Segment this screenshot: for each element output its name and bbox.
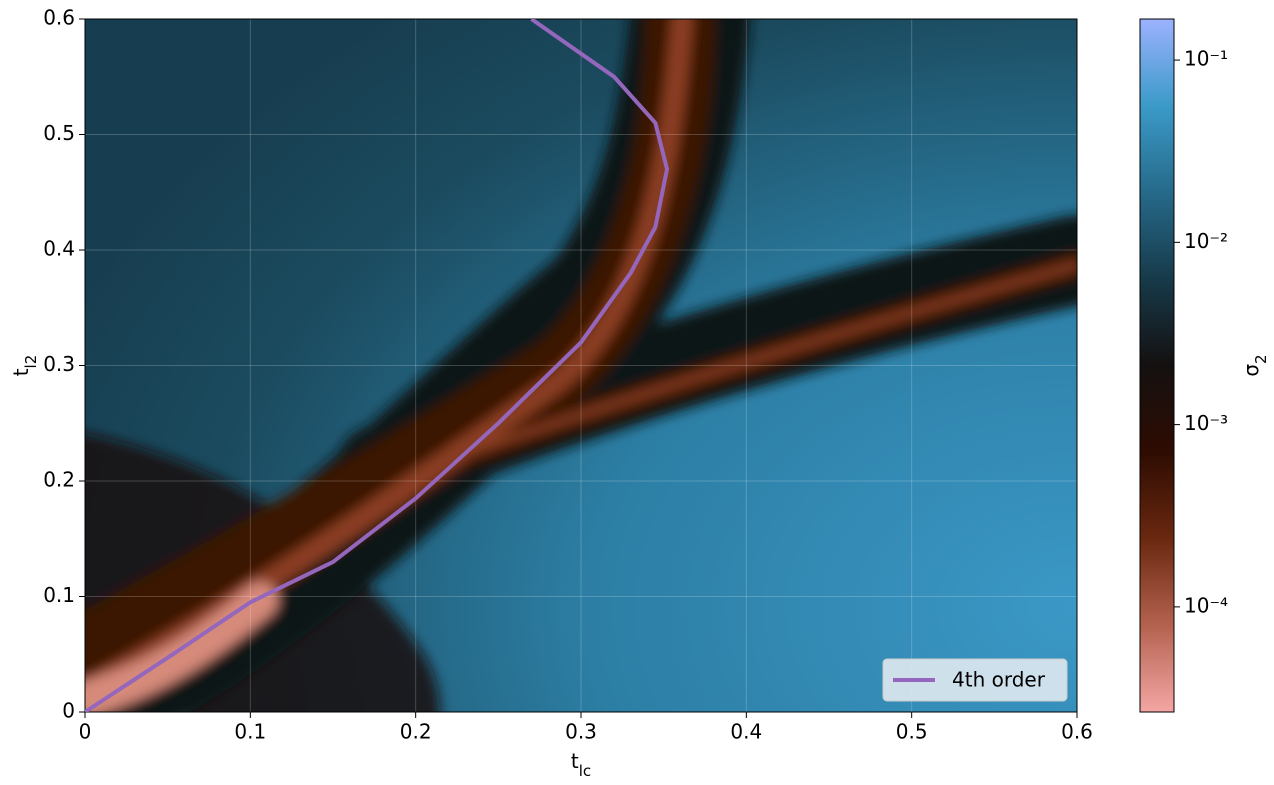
legend-label: 4th order (952, 668, 1046, 692)
y-tick-label: 0.2 (43, 468, 75, 492)
legend: 4th order (882, 658, 1068, 702)
legend-box (882, 658, 1068, 702)
x-tick-label: 0.3 (565, 720, 597, 744)
y-axis-label: tl2 (9, 355, 40, 377)
colorbar-tick-label: 10⁻⁴ (1184, 593, 1228, 617)
x-axis-label: tlc (571, 749, 591, 780)
x-tick-label: 0.5 (896, 720, 928, 744)
y-tick-label: 0 (62, 699, 75, 723)
y-tick-label: 0.5 (43, 121, 75, 145)
x-tick-label: 0 (79, 720, 92, 744)
ticks: 0 0.1 0.2 0.3 0.4 0.5 0.6 0 0.1 0.2 0.3 0.4 0.5 0.6 tl… (9, 6, 1270, 780)
y-tick-label: 0.3 (43, 352, 75, 376)
y-tick-label: 0.1 (43, 583, 75, 607)
colorbar-tick-label: 10⁻¹ (1184, 47, 1228, 71)
colorbar-tick-label: 10⁻² (1184, 229, 1228, 253)
y-tick-label: 0.4 (43, 237, 75, 261)
colorbar-tick-label: 10⁻³ (1184, 411, 1228, 435)
line (85, 19, 669, 712)
x-tick-label: 0.4 (730, 720, 762, 744)
x-tick-label: 0.1 (234, 720, 266, 744)
x-tick-label: 0.6 (1061, 720, 1093, 744)
y-tick-label: 0.6 (43, 6, 75, 30)
colorbar-label: σ2 (1239, 354, 1270, 376)
x-tick-label: 0.2 (400, 720, 432, 744)
colorbar (1139, 18, 1175, 713)
lines (85, 19, 669, 712)
